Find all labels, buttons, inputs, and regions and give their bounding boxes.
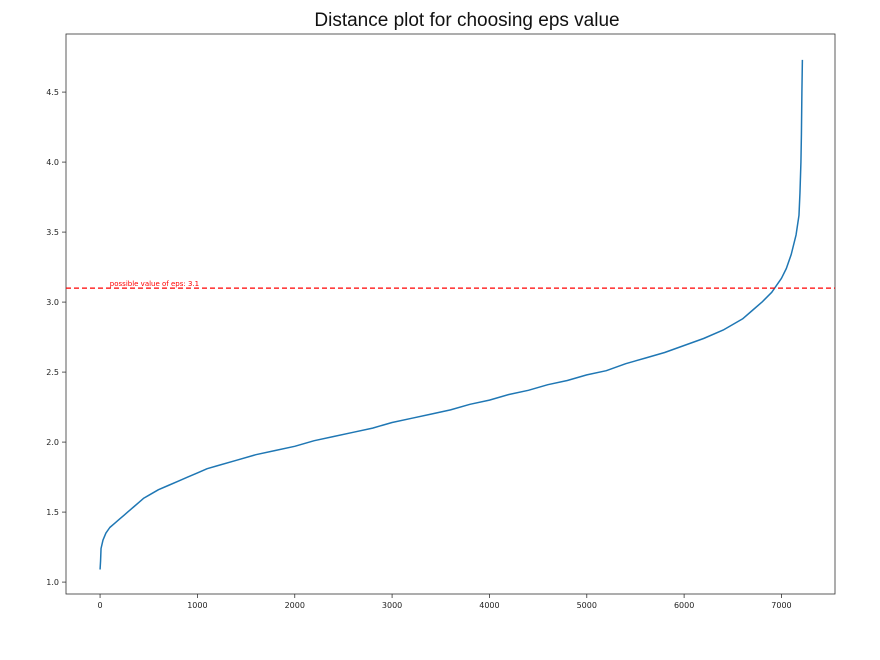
y-tick-label: 4.5 <box>46 88 59 97</box>
y-tick-label: 2.0 <box>46 438 59 447</box>
x-tick-label: 0 <box>98 601 103 610</box>
x-tick-label: 2000 <box>285 601 305 610</box>
chart-title: Distance plot for choosing eps value <box>314 10 619 31</box>
plot-area <box>65 33 836 595</box>
eps-annotation-label: possible value of eps: 3.1 <box>110 280 199 288</box>
y-tick-label: 1.0 <box>46 578 59 587</box>
y-tick-label: 1.5 <box>46 508 59 517</box>
reference-layer: possible value of eps: 3.1 <box>66 280 835 289</box>
y-tick-label: 3.0 <box>46 298 59 307</box>
x-axis-ticks: 0 1000 2000 3000 4000 5000 6000 7000 <box>98 594 792 610</box>
series-layer <box>99 59 804 570</box>
x-tick-label: 6000 <box>674 601 694 610</box>
distance-curve <box>99 59 804 570</box>
y-tick-label: 3.5 <box>46 228 59 237</box>
x-tick-label: 4000 <box>479 601 499 610</box>
y-tick-label: 2.5 <box>46 368 59 377</box>
y-axis-ticks: 1.0 1.5 2.0 2.5 3.0 3.5 4.0 4.5 <box>46 88 66 587</box>
x-tick-label: 1000 <box>187 601 207 610</box>
x-tick-label: 3000 <box>382 601 402 610</box>
x-tick-label: 7000 <box>771 601 791 610</box>
y-tick-label: 4.0 <box>46 158 59 167</box>
x-tick-label: 5000 <box>577 601 597 610</box>
